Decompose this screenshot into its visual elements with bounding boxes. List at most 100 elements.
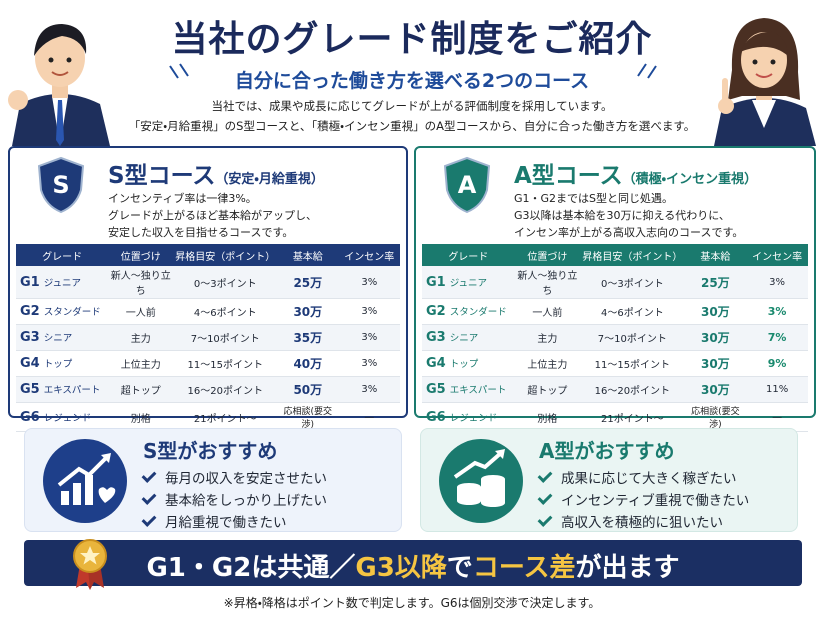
shield-badge: A	[443, 156, 491, 214]
grade-row: G5 エキスパート 超トップ 16～20ポイント 50万 3%	[16, 376, 400, 403]
course-description: 安定した収入を目指せるコースです。	[108, 226, 294, 239]
rate-cell: 11%	[746, 376, 808, 403]
illustration-woman	[714, 18, 816, 146]
subtitle: 自分に合った働き方を選べる2つのコース	[234, 70, 590, 92]
grade-code: G2	[426, 304, 446, 319]
recommend-item: 成果に応じて大きく稼ぎたい	[561, 467, 737, 487]
column-header: 位置づけ	[108, 244, 174, 266]
rate-cell: 3%	[746, 266, 808, 299]
salary-cell: 30万	[277, 298, 339, 325]
intro-line: 「安定・月給重視」のS型コースと、「積極・インセン重視」のA型コースから、自分に…	[128, 119, 696, 133]
grade-cell: G5 エキスパート	[16, 376, 109, 403]
grade-cell: G3 シニア	[422, 324, 515, 351]
grade-cell: G3 シニア	[16, 324, 109, 351]
grade-code: G6	[20, 409, 40, 425]
salary-cell: 30万	[684, 298, 747, 325]
banner-part: で	[446, 553, 473, 583]
course-description: インセン率が上がる高収入志向のコースです。	[514, 226, 744, 239]
position-cell: 新人～独り立ち	[514, 266, 581, 299]
grade-cell: G6 レジェンド	[16, 402, 109, 432]
banner-part: ／	[329, 553, 356, 583]
grade-row: G1 ジュニア 新人～独り立ち 0～3ポイント 25万 3%	[16, 266, 400, 299]
banner-part: G3以降	[355, 553, 447, 583]
grade-name: トップ	[449, 359, 479, 370]
column-header: 昇格目安（ポイント）	[580, 244, 685, 266]
rate-cell: 3%	[746, 298, 808, 325]
rate-cell: 3%	[338, 350, 400, 377]
course-tag: （積極・インセン重視）	[622, 172, 758, 187]
banner-part: は共通	[251, 553, 330, 583]
grade-cell: G4 トップ	[16, 350, 109, 377]
grade-table: グレード 位置づけ 昇格目安（ポイント） 基本給 インセン率 G1 ジュニア 新人～独り立ち 0…	[16, 244, 400, 432]
rate-cell: —	[746, 402, 808, 432]
recommend-item: 基本給をしっかり上げたい	[165, 489, 327, 509]
course-panel: S S型コース（安定・月給重視） インセンティブ率は一律3%。 グレードが上がるほど基…	[8, 146, 408, 432]
grade-code: G4	[20, 356, 40, 371]
position-cell: 一人前	[514, 298, 581, 325]
position-cell: 上位主力	[514, 350, 581, 377]
rate-cell: 3%	[338, 266, 400, 299]
points-cell: 4～6ポイント	[173, 298, 278, 325]
grade-row: G6 レジェンド 別格 21ポイント～ 応相談(要交渉) —	[16, 402, 400, 432]
points-cell: 7～10ポイント	[173, 324, 278, 351]
points-cell: 16～20ポイント	[173, 376, 278, 403]
grade-name: スタンダード	[449, 307, 507, 318]
banner-part: G1・G2	[146, 553, 252, 583]
title: 当社のグレード制度をご紹介	[171, 19, 653, 60]
badge-letter: S	[52, 171, 69, 199]
recommend-title: S型がおすすめ	[143, 439, 278, 463]
grade-cell: G1 ジュニア	[16, 266, 109, 299]
grade-code: G6	[426, 409, 446, 425]
course-panel: A A型コース（積極・インセン重視） G1・G2まではS型と同じ処遇。 G3以降は基本…	[414, 146, 816, 432]
grade-code: G1	[426, 274, 446, 290]
salary-cell: 30万	[684, 324, 747, 351]
column-header: 基本給	[277, 244, 339, 266]
grade-name: シニア	[449, 333, 479, 344]
points-cell: 7～10ポイント	[580, 324, 685, 351]
medal-icon	[73, 539, 107, 590]
header-row: グレード 位置づけ 昇格目安（ポイント） 基本給 インセン率	[16, 244, 400, 266]
recommend-box: A型がおすすめ 成果に応じて大きく稼ぎたい インセンティブ重視で働きたい 高収入を積極…	[420, 428, 798, 532]
course-name: A型コース（積極・インセン重視）	[514, 156, 757, 190]
position-cell: 超トップ	[514, 376, 581, 403]
grade-name: トップ	[43, 359, 73, 370]
recommend-item: 月給重視で働きたい	[165, 511, 287, 531]
recommend-item: 毎月の収入を安定させたい	[165, 467, 327, 487]
course-tag: （安定・月給重視）	[215, 172, 324, 187]
course-description: インセンティブ率は一律3%。	[108, 192, 257, 205]
salary-cell: 応相談(要交渉)	[684, 402, 747, 432]
position-cell: 新人～独り立ち	[108, 266, 174, 299]
header-row: グレード 位置づけ 昇格目安（ポイント） 基本給 インセン率	[422, 244, 808, 266]
course-title: A型コース	[514, 163, 623, 189]
points-cell: 4～6ポイント	[580, 298, 685, 325]
badge-letter: A	[458, 171, 477, 199]
grade-code: G3	[426, 330, 446, 345]
grade-name: エキスパート	[449, 385, 507, 396]
grade-name: レジェンド	[449, 412, 498, 424]
salary-cell: 応相談(要交渉)	[277, 402, 339, 432]
recommend-icon	[43, 439, 127, 523]
grade-row: G4 トップ 上位主力 11～15ポイント 40万 3%	[16, 350, 400, 377]
grade-cell: G1 ジュニア	[422, 266, 515, 299]
position-cell: 主力	[514, 324, 581, 351]
grade-table: グレード 位置づけ 昇格目安（ポイント） 基本給 インセン率 G1 ジュニア 新人～独り立ち 0…	[422, 244, 808, 432]
rate-cell: 3%	[338, 324, 400, 351]
course-description: グレードが上がるほど基本給がアップし、	[108, 209, 317, 222]
position-cell: 一人前	[108, 298, 174, 325]
grade-row: G2 スタンダード 一人前 4～6ポイント 30万 3%	[422, 298, 808, 325]
column-header: 基本給	[684, 244, 747, 266]
banner-text: G1・G2は共通／G3以降でコース差が出ます	[24, 547, 802, 584]
grade-code: G2	[20, 304, 40, 319]
rate-cell: 3%	[338, 298, 400, 325]
footnote: ※昇格・降格はポイント数で判定します。G6は個別交渉で決定します。	[223, 596, 601, 610]
grade-row: G6 レジェンド 別格 21ポイント～ 応相談(要交渉) —	[422, 402, 808, 432]
grade-cell: G2 スタンダード	[16, 298, 109, 325]
grade-name: スタンダード	[43, 307, 101, 318]
grade-row: G2 スタンダード 一人前 4～6ポイント 30万 3%	[16, 298, 400, 325]
points-cell: 0～3ポイント	[580, 266, 685, 299]
grade-name: ジュニア	[449, 277, 488, 289]
grade-cell: G4 トップ	[422, 350, 515, 377]
salary-cell: 35万	[277, 324, 339, 351]
grade-code: G5	[426, 382, 446, 397]
grade-name: シニア	[43, 333, 73, 344]
